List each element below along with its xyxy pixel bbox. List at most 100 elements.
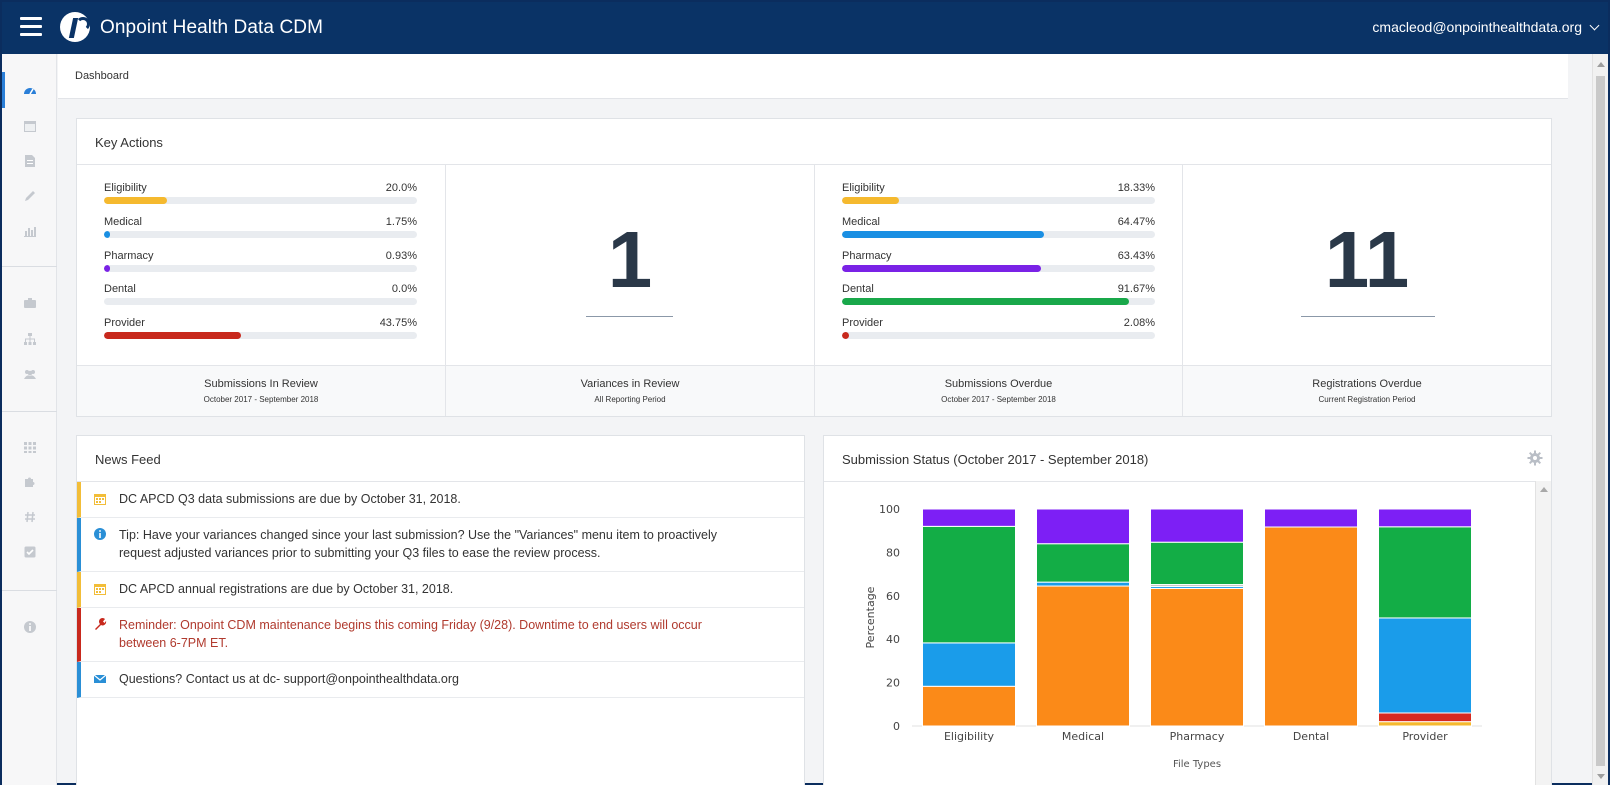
bar-segment[interactable] <box>922 685 1016 727</box>
bar-segment[interactable] <box>1264 526 1358 727</box>
progress-label: Pharmacy <box>104 249 154 262</box>
progress-value: 0.93% <box>385 249 417 262</box>
progress-label: Eligibility <box>842 182 885 194</box>
onpoint-logo-icon[interactable] <box>60 12 90 42</box>
top-navbar: Onpoint Health Data CDM cmacleod@onpoint… <box>2 2 1608 54</box>
bar-segment[interactable] <box>1036 585 1130 727</box>
progress-fill <box>842 197 900 204</box>
breadcrumb-bar: Dashboard <box>58 54 1568 99</box>
bar-segment[interactable] <box>1378 526 1472 619</box>
footer-title: Submissions In Review <box>204 378 318 390</box>
news-item: DC APCD annual registrations are due by … <box>77 572 804 608</box>
page-scrollbar[interactable] <box>1592 54 1608 785</box>
progress-track <box>842 264 1155 272</box>
news-item-text: Tip: Have your variances changed since y… <box>119 528 718 560</box>
footer-subtitle: Current Registration Period <box>1318 395 1416 404</box>
bar-segment[interactable] <box>1150 508 1244 543</box>
calendar-icon[interactable] <box>23 119 37 133</box>
panel-footer: Variances in Review All Reporting Period <box>446 365 814 416</box>
x-axis-label: File Types <box>1173 759 1221 770</box>
breadcrumb[interactable]: Dashboard <box>75 70 129 82</box>
envelope-icon <box>93 674 107 683</box>
scroll-up-arrow-icon[interactable] <box>1597 62 1605 67</box>
progress-label: Dental <box>104 283 136 296</box>
bar-segment[interactable] <box>1378 712 1472 723</box>
progress-fill <box>842 264 1041 272</box>
bar-segment[interactable] <box>1036 508 1130 545</box>
document-icon[interactable] <box>23 154 37 168</box>
registrations-count: 11 <box>1324 215 1410 304</box>
progress-value: 0.0% <box>391 283 417 296</box>
bar-segment[interactable] <box>1036 543 1130 583</box>
info-icon[interactable] <box>23 620 37 634</box>
progress-fill <box>104 197 167 204</box>
progress-provider: Provider 43.75% <box>104 317 417 347</box>
calendar-icon <box>94 584 106 595</box>
bar-segment[interactable] <box>922 525 1016 644</box>
x-tick-label: Provider <box>1402 730 1448 743</box>
progress-provider: Provider 2.08% <box>842 317 1155 347</box>
users-icon[interactable] <box>23 367 37 381</box>
active-indicator <box>2 72 5 108</box>
calendar-icon <box>94 494 106 505</box>
progress-dental: Dental 0.0% <box>104 283 417 313</box>
scroll-up-arrow-icon[interactable] <box>1540 487 1548 492</box>
scroll-thumb[interactable] <box>1596 76 1605 766</box>
progress-label: Medical <box>842 215 880 228</box>
progress-label: Medical <box>104 215 142 228</box>
app-title: Onpoint Health Data CDM <box>100 17 324 38</box>
dashboard-icon[interactable] <box>23 84 37 98</box>
progress-value: 18.33% <box>1117 182 1155 194</box>
sidebar-divider <box>2 590 57 591</box>
bar-segment[interactable] <box>1378 508 1472 528</box>
progress-dental: Dental 91.67% <box>842 283 1155 313</box>
scroll-down-arrow-icon[interactable] <box>1597 774 1605 779</box>
grid-icon[interactable] <box>23 440 37 454</box>
checkbox-icon[interactable] <box>23 545 37 559</box>
hash-icon[interactable] <box>23 510 37 524</box>
bar-segment[interactable] <box>1150 541 1244 586</box>
gear-icon[interactable] <box>1527 450 1543 466</box>
bar-segment[interactable] <box>1036 581 1130 587</box>
news-item: Tip: Have your variances changed since y… <box>77 518 804 572</box>
news-item-text[interactable]: Questions? Contact us at dc- support@onp… <box>119 672 459 686</box>
count-underline <box>586 316 673 317</box>
chevron-down-icon[interactable] <box>1589 20 1600 31</box>
panel-footer: Registrations Overdue Current Registrati… <box>1183 365 1551 416</box>
count-underline <box>1301 316 1435 317</box>
puzzle-icon[interactable] <box>23 475 37 489</box>
bar-segment[interactable] <box>1378 721 1472 727</box>
progress-label: Eligibility <box>104 182 147 194</box>
bar-segment[interactable] <box>1150 587 1244 727</box>
progress-fill <box>104 264 111 272</box>
progress-label: Provider <box>842 317 883 330</box>
user-menu[interactable]: cmacleod@onpointhealthdata.org <box>1372 19 1582 35</box>
variances-count: 1 <box>607 215 653 304</box>
x-tick-label: Medical <box>1062 730 1104 743</box>
footer-title: Variances in Review <box>580 378 680 390</box>
registrations-overdue-panel[interactable]: 11 Registrations Overdue Current Registr… <box>1183 164 1551 416</box>
briefcase-icon[interactable] <box>23 296 37 310</box>
bar-segment[interactable] <box>1378 617 1472 714</box>
menu-toggle-icon[interactable] <box>20 17 42 36</box>
progress-value: 2.08% <box>1123 317 1155 330</box>
org-chart-icon[interactable] <box>23 332 37 346</box>
x-tick-label: Eligibility <box>944 730 995 743</box>
progress-value: 64.47% <box>1117 215 1155 228</box>
progress-value: 63.43% <box>1117 249 1155 262</box>
submissions-overdue-panel[interactable]: Provider 2.08% Dental 91.67% Pharmacy 63.43% M… <box>815 164 1183 416</box>
bar-segment[interactable] <box>1264 508 1358 528</box>
bar-chart-icon[interactable] <box>23 224 37 238</box>
progress-track <box>104 197 417 204</box>
bar-segment[interactable] <box>922 642 1016 687</box>
submissions-in-review-panel[interactable]: Provider 43.75% Dental 0.0% Pharmacy 0.93% Med… <box>77 164 446 416</box>
progress-fill <box>842 298 1129 306</box>
bar-segment[interactable] <box>922 508 1016 527</box>
key-actions-title: Key Actions <box>95 135 163 150</box>
news-item-text: Reminder: Onpoint CDM maintenance begins… <box>119 618 702 650</box>
progress-value: 1.75% <box>385 215 417 228</box>
progress-value: 91.67% <box>1117 283 1155 296</box>
chart-scrollbar[interactable] <box>1535 481 1551 785</box>
variances-in-review-panel[interactable]: 1 Variances in Review All Reporting Peri… <box>446 164 815 416</box>
pencil-icon[interactable] <box>23 189 37 203</box>
